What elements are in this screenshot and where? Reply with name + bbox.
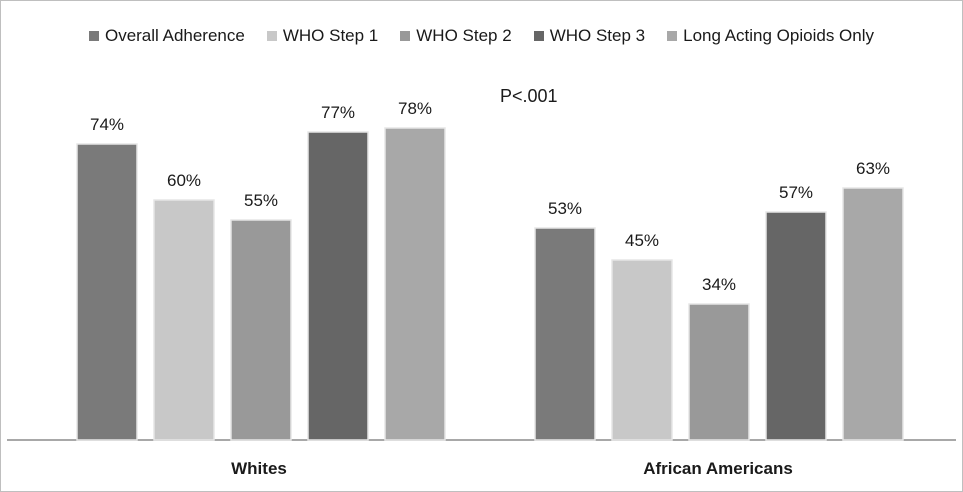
p-value-annotation: P<.001 — [500, 86, 558, 106]
bar — [153, 199, 215, 441]
legend-swatch — [533, 31, 544, 41]
data-label: 78% — [398, 99, 432, 118]
legend-item: WHO Step 1 — [266, 26, 379, 46]
chart-legend: Overall Adherence WHO Step 1 WHO Step 2 WHO… — [0, 26, 963, 46]
bar — [76, 143, 138, 441]
bar — [842, 187, 904, 441]
bar — [534, 227, 596, 441]
data-label: 63% — [856, 159, 890, 178]
data-label: 74% — [90, 115, 124, 134]
data-label: 53% — [548, 199, 582, 218]
data-label: 60% — [167, 171, 201, 190]
legend-swatch — [667, 31, 678, 41]
legend-label: Long Acting Opioids Only — [683, 26, 875, 45]
bar — [688, 303, 750, 441]
legend-label: WHO Step 1 — [282, 26, 379, 45]
bar — [384, 127, 446, 441]
data-label: 57% — [779, 183, 813, 202]
data-label: 77% — [321, 103, 355, 122]
legend-item: Long Acting Opioids Only — [667, 26, 874, 46]
category-label: Whites — [231, 459, 287, 478]
category-label: African Americans — [643, 459, 793, 478]
bar — [230, 219, 292, 441]
data-label: 55% — [244, 191, 278, 210]
legend-item: WHO Step 3 — [533, 26, 646, 46]
bar — [765, 211, 827, 441]
data-label: 34% — [702, 275, 736, 294]
legend-swatch — [400, 31, 411, 41]
legend-label: WHO Step 2 — [416, 26, 512, 45]
legend-label: Overall Adherence — [104, 26, 245, 45]
legend-label: WHO Step 3 — [549, 26, 646, 45]
legend-swatch — [266, 31, 277, 41]
bar — [611, 259, 673, 441]
bar — [307, 131, 369, 441]
data-label: 45% — [625, 231, 659, 250]
legend-item: Overall Adherence — [88, 26, 245, 46]
legend-swatch — [88, 31, 99, 41]
legend-item: WHO Step 2 — [400, 26, 512, 46]
